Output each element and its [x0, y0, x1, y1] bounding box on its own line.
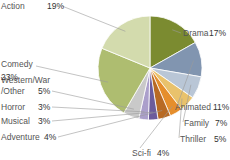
value-label: 4%	[157, 148, 170, 158]
value-label: 19%	[47, 1, 64, 11]
labels: Drama17% Animated11%Family 7% Thriller 5% Sci…	[1, 1, 230, 158]
category-label: Action	[1, 1, 25, 11]
value-label: 3%	[38, 116, 51, 126]
category-label: Adventure	[1, 132, 40, 142]
leader-line	[58, 110, 162, 137]
category-label: Sci-fi	[132, 148, 151, 158]
value-label: 17%	[209, 28, 226, 38]
category-label: Horror	[1, 102, 25, 112]
value-label: 5%	[214, 134, 227, 144]
chart-container: Drama17% Animated11%Family 7% Thriller 5% Sci…	[0, 0, 230, 160]
leader-line	[62, 6, 125, 31]
category-label: Comedy	[1, 59, 33, 69]
value-label: 5%	[38, 86, 51, 96]
value-label: 23%	[1, 72, 18, 82]
leader-line	[140, 106, 172, 148]
leader-line	[52, 107, 145, 112]
category-label: Thriller	[180, 134, 206, 144]
category-label: Family	[184, 118, 210, 128]
value-label: 3%	[38, 102, 51, 112]
leader-line	[172, 30, 181, 33]
pie-chart: Drama17% Animated11%Family 7% Thriller 5% Sci…	[0, 0, 230, 160]
value-label: 7%	[215, 118, 228, 128]
pie-slice	[102, 16, 150, 68]
leader-line	[177, 60, 194, 106]
leader-lines	[36, 6, 194, 148]
category-label: Animated	[175, 102, 211, 112]
value-label: 4%	[44, 132, 57, 142]
leader-line	[52, 91, 134, 109]
category-label: Drama	[183, 28, 209, 38]
category-label: Musical	[1, 116, 30, 126]
value-label: 11%	[213, 102, 230, 112]
leader-line	[52, 112, 153, 121]
